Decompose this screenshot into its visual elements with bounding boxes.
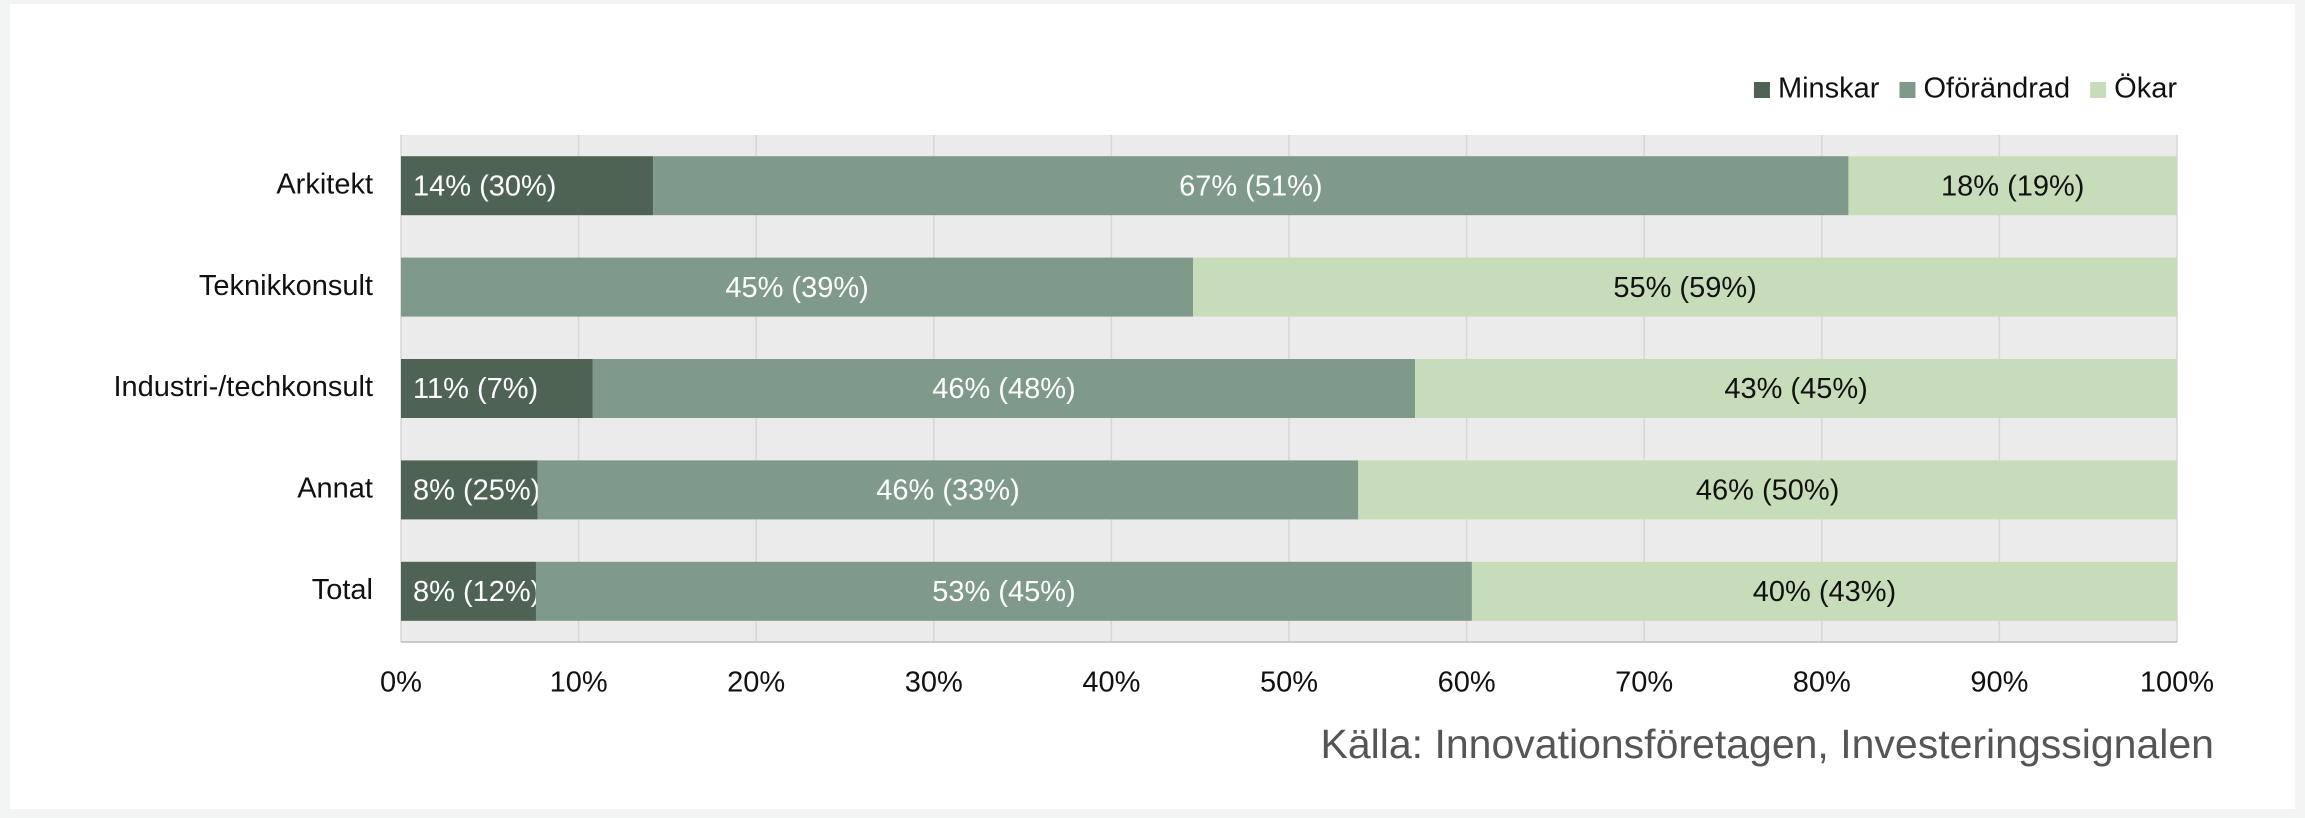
bar-segment xyxy=(653,156,1849,216)
x-tick-label: 40% xyxy=(1082,667,1140,699)
source: Källa: Innovationsföretagen, Investering… xyxy=(1321,721,2214,767)
data-label: 45% (39%) xyxy=(725,272,868,304)
bar-segment xyxy=(401,460,538,520)
bar-segment xyxy=(1358,460,2177,520)
bar-segment xyxy=(592,359,1416,418)
y-tick-label: Arkitekt xyxy=(276,168,373,200)
data-label: 40% (43%) xyxy=(1753,576,1896,608)
bar-segment xyxy=(1471,561,2177,621)
legend-label: Ökar xyxy=(2114,73,2177,105)
bar-segment xyxy=(537,460,1359,520)
y-tick-label: Teknikkonsult xyxy=(199,270,373,302)
data-label: 8% (25%) xyxy=(413,475,540,507)
x-tick-label: 0% xyxy=(380,667,422,699)
y-tick-label: Total xyxy=(312,574,373,606)
data-label: 67% (51%) xyxy=(1179,170,1322,202)
y-tick-label: Industri-/techkonsult xyxy=(113,371,373,403)
data-label: 11% (7%) xyxy=(413,373,538,405)
x-tick-label: 90% xyxy=(1970,667,2028,699)
bar-segment xyxy=(1848,156,2177,216)
x-tick-label: 70% xyxy=(1615,667,1673,699)
x-tick-label: 10% xyxy=(550,667,608,699)
bar-segment xyxy=(401,156,654,216)
x-tick-label: 20% xyxy=(727,667,785,699)
y-tick-label: Annat xyxy=(297,473,373,505)
data-label: 46% (50%) xyxy=(1696,475,1839,507)
data-label: 43% (45%) xyxy=(1724,373,1867,405)
legend-swatch xyxy=(2090,82,2107,98)
bar-segment xyxy=(401,257,1194,317)
data-label: 8% (12%) xyxy=(413,576,540,608)
bar-segment xyxy=(401,561,536,621)
data-label: 46% (33%) xyxy=(876,475,1019,507)
bar-segment xyxy=(1415,359,2177,418)
legend-swatch xyxy=(1753,82,1770,98)
data-label: 53% (45%) xyxy=(932,576,1075,608)
x-tick-label: 50% xyxy=(1260,667,1318,699)
legend-label: Oförändrad xyxy=(1923,73,2070,105)
x-tick-label: 80% xyxy=(1793,667,1851,699)
bar-segment xyxy=(535,561,1472,621)
bar-segment xyxy=(1193,257,2177,317)
data-label: 55% (59%) xyxy=(1613,272,1756,304)
data-label: 14% (30%) xyxy=(413,170,556,202)
legend-label: Minskar xyxy=(1778,73,1880,105)
bar-segment xyxy=(401,359,593,418)
x-tick-label: 30% xyxy=(905,667,963,699)
legend-swatch xyxy=(1899,82,1916,98)
x-tick-label: 60% xyxy=(1438,667,1496,699)
data-label: 18% (19%) xyxy=(1941,170,2084,202)
x-tick-label: 100% xyxy=(2140,667,2214,699)
data-label: 46% (48%) xyxy=(932,373,1075,405)
